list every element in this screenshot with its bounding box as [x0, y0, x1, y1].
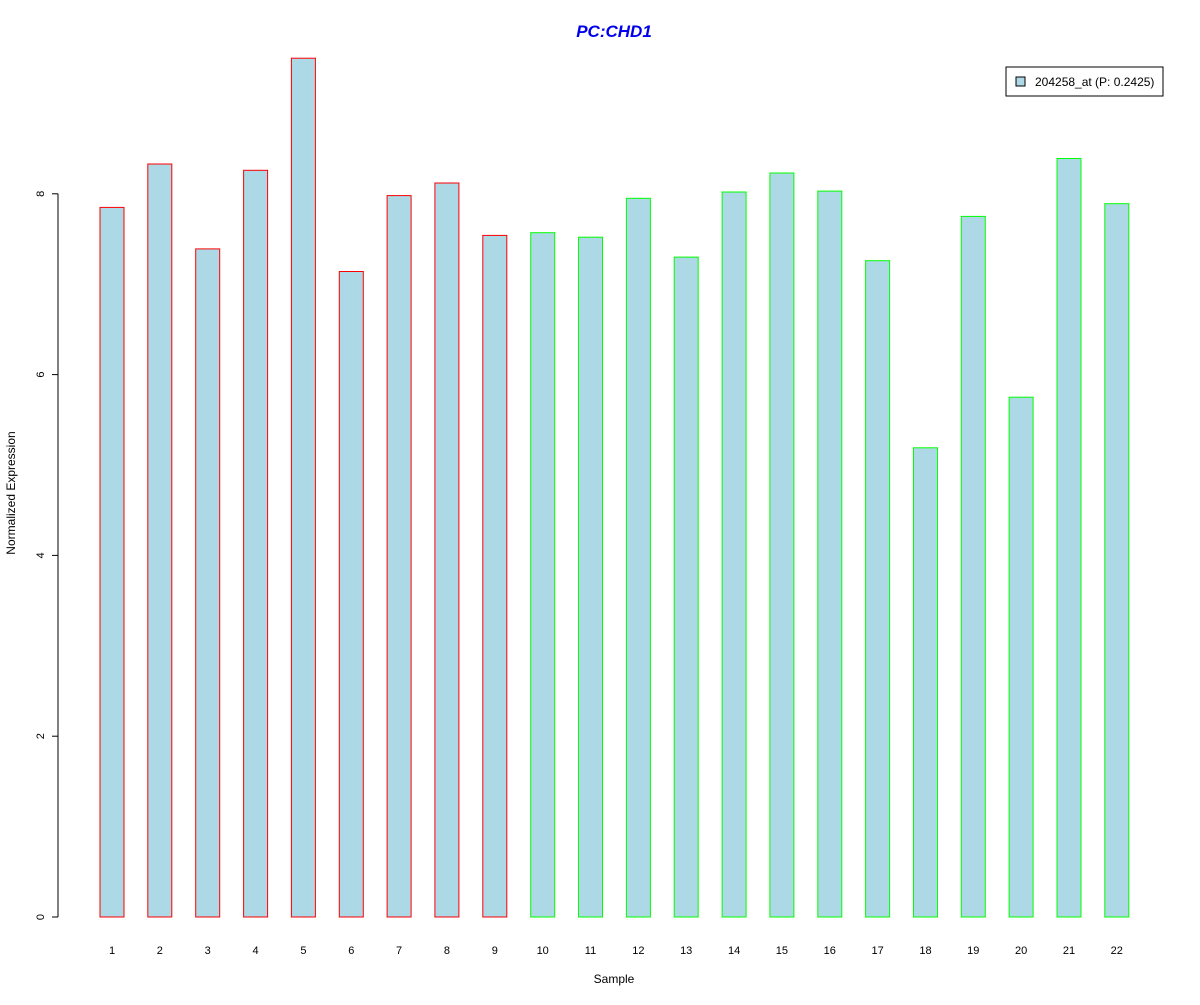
- x-tick-label: 9: [492, 945, 498, 957]
- legend-label: 204258_at (P: 0.2425): [1035, 75, 1154, 89]
- x-tick-label: 2: [157, 945, 163, 957]
- x-tick-label: 15: [776, 945, 788, 957]
- x-tick-label: 1: [109, 945, 115, 957]
- bar-sample-5: [290, 57, 316, 918]
- bar-sample-14: [721, 191, 747, 918]
- x-tick-label: 17: [871, 945, 883, 957]
- x-tick-label: 18: [919, 945, 931, 957]
- bar-sample-7: [386, 195, 412, 918]
- x-tick-label: 11: [585, 945, 596, 957]
- x-tick-label: 16: [824, 945, 836, 957]
- legend-box: [1005, 66, 1164, 97]
- x-tick-label: 8: [444, 945, 450, 957]
- bar-sample-1: [99, 206, 125, 918]
- legend-swatch: [1015, 76, 1026, 87]
- y-tick-label: 0: [35, 914, 47, 920]
- bar-sample-3: [195, 248, 221, 918]
- x-axis-label: Sample: [594, 972, 635, 986]
- bar-sample-16: [817, 190, 843, 918]
- x-tick-label: 7: [396, 945, 402, 957]
- x-tick-label: 10: [537, 945, 549, 957]
- bar-sample-19: [960, 215, 986, 918]
- x-tick-label: 21: [1063, 945, 1075, 957]
- y-axis-label: Normalized Expression: [4, 431, 18, 554]
- y-tick-label: 6: [35, 372, 47, 378]
- x-tick-label: 5: [300, 945, 306, 957]
- x-tick-label: 4: [253, 945, 259, 957]
- x-tick-label: 13: [680, 945, 692, 957]
- bar-sample-11: [578, 236, 603, 918]
- x-tick-label: 19: [967, 945, 979, 957]
- bar-sample-15: [769, 172, 795, 918]
- bar-sample-4: [243, 169, 269, 918]
- y-tick-label: 2: [35, 733, 47, 739]
- bar-sample-8: [434, 182, 460, 918]
- bar-sample-18: [913, 447, 938, 918]
- y-axis: 0 2 4 6 8: [35, 191, 59, 920]
- x-tick-label: 14: [728, 945, 740, 957]
- bar-sample-6: [338, 271, 364, 918]
- legend: 204258_at (P: 0.2425): [1005, 66, 1164, 97]
- bar-sample-20: [1008, 396, 1034, 918]
- bar-sample-13: [673, 256, 699, 918]
- chart-title: PC:CHD1: [576, 22, 652, 41]
- y-tick-label: 8: [35, 191, 47, 197]
- bar-sample-21: [1056, 158, 1082, 918]
- x-tick-label: 22: [1111, 945, 1123, 957]
- x-tick-labels: 1 2 3 4 5 6 7 8 9 10 11 12 13 14 15 16 17 18 19 20 21 22: [109, 945, 1123, 957]
- x-tick-label: 3: [205, 945, 211, 957]
- bar-sample-17: [865, 260, 891, 918]
- x-tick-label: 6: [348, 945, 354, 957]
- bar-sample-12: [625, 197, 651, 918]
- x-tick-label: 20: [1015, 945, 1027, 957]
- bar-sample-10: [530, 232, 556, 918]
- bar-sample-22: [1104, 203, 1130, 918]
- bar-sample-9: [482, 234, 508, 918]
- bar-sample-2: [147, 163, 173, 918]
- x-tick-label: 12: [632, 945, 644, 957]
- y-tick-label: 4: [35, 552, 47, 558]
- bars-group: [99, 57, 1130, 918]
